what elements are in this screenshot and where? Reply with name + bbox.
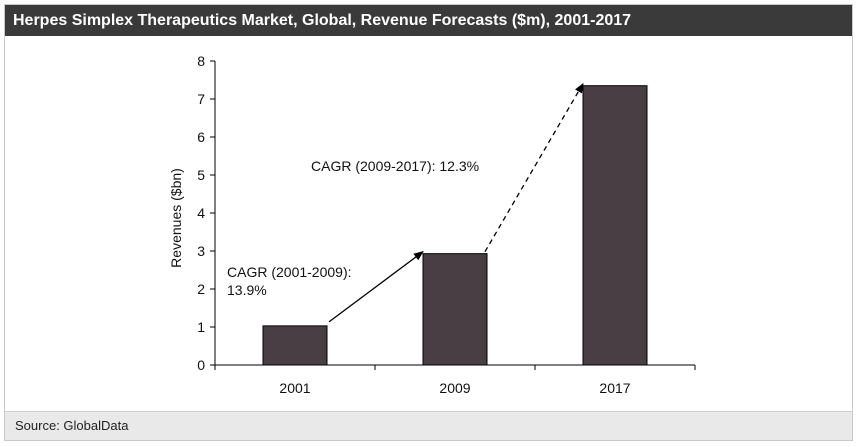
- bar-2001: [262, 325, 328, 366]
- source-note: Source: GlobalData: [15, 418, 129, 433]
- bar-2017: [582, 85, 648, 366]
- y-tick-label: 6: [197, 129, 205, 145]
- y-tick-label: 5: [197, 167, 205, 183]
- cagr-label-2009-2017: CAGR (2009-2017): 12.3%: [311, 158, 479, 174]
- y-tick-label: 0: [197, 357, 205, 373]
- footer-bar: Source: GlobalData: [5, 411, 852, 440]
- chart-title: Herpes Simplex Therapeutics Market, Glob…: [13, 12, 632, 29]
- cagr-label-2001-2009: CAGR (2001-2009): 13.9%: [227, 264, 352, 298]
- cagr-arrow-2009-2017: [484, 82, 584, 252]
- bars-layer: [262, 85, 648, 366]
- y-tick-label: 4: [197, 205, 205, 221]
- chart-plot: 0 1 2 3 4 5 6 7 8 2001 2009 2017 CAGR (2001-2009): 1…: [168, 53, 696, 396]
- y-tick-label: 7: [197, 91, 205, 107]
- y-tick-label: 2: [197, 281, 205, 297]
- title-bar: Herpes Simplex Therapeutics Market, Glob…: [5, 5, 852, 36]
- y-tick-label: 8: [197, 53, 205, 69]
- cagr-arrow-2001-2009: [328, 251, 424, 323]
- chart-frame: Herpes Simplex Therapeutics Market, Glob…: [4, 4, 853, 441]
- annotations-layer: CAGR (2001-2009): 13.9% CAGR (2009-2017): …: [227, 82, 584, 323]
- x-tick-label: 2009: [439, 380, 470, 396]
- y-tick-label: 3: [197, 243, 205, 259]
- bar-2009: [422, 253, 488, 366]
- axes-layer: 0 1 2 3 4 5 6 7 8 2001 2009 2017: [197, 53, 696, 396]
- y-axis-label: Revenues ($bn): [168, 168, 184, 268]
- x-tick-label: 2017: [599, 380, 630, 396]
- x-tick-label: 2001: [279, 380, 310, 396]
- y-tick-label: 1: [197, 319, 205, 335]
